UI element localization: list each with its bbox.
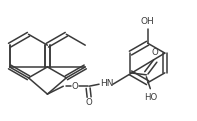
Text: HO: HO — [144, 93, 157, 102]
Text: O: O — [86, 98, 93, 106]
Text: O: O — [72, 82, 79, 91]
Text: OH: OH — [141, 17, 154, 26]
Text: HN: HN — [100, 79, 114, 88]
Text: O: O — [152, 48, 159, 57]
